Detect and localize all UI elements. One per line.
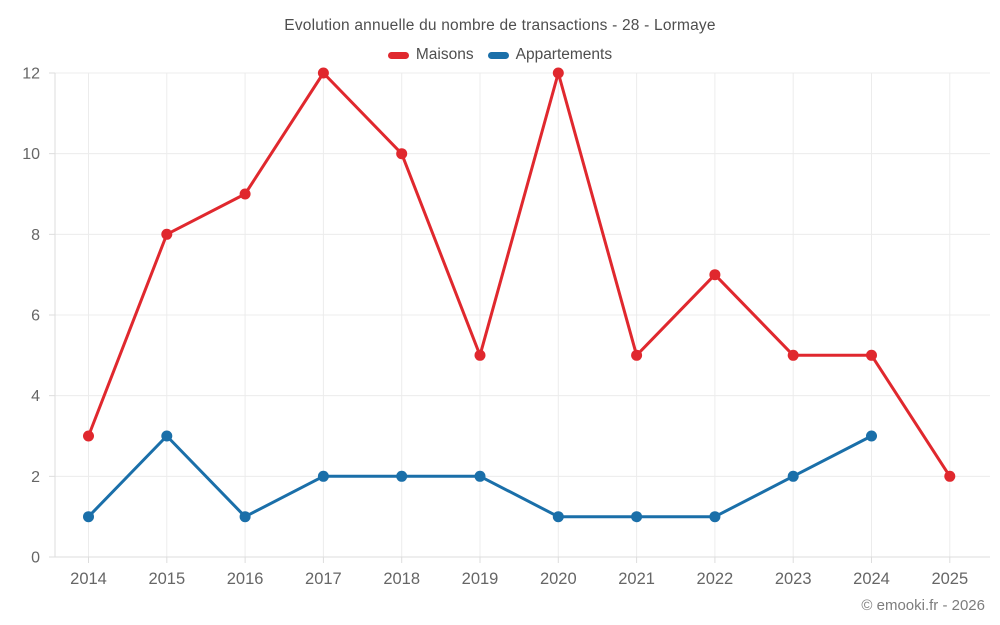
y-axis-label: 4 bbox=[31, 388, 40, 405]
x-axis-label: 2018 bbox=[383, 570, 420, 588]
data-point-appartements[interactable] bbox=[866, 430, 877, 442]
data-point-appartements[interactable] bbox=[552, 511, 564, 523]
x-axis-label: 2019 bbox=[462, 570, 499, 588]
data-point-appartements[interactable] bbox=[474, 470, 486, 482]
x-axis-label: 2014 bbox=[70, 570, 107, 588]
data-point-maisons[interactable] bbox=[161, 228, 173, 240]
data-point-maisons[interactable] bbox=[317, 67, 329, 79]
legend-label-maisons: Maisons bbox=[415, 46, 474, 63]
x-axis-label: 2021 bbox=[618, 570, 655, 588]
data-point-maisons[interactable] bbox=[709, 269, 721, 281]
data-point-appartements[interactable] bbox=[631, 511, 643, 523]
y-axis-label: 10 bbox=[22, 146, 40, 163]
data-point-maisons[interactable] bbox=[83, 430, 94, 442]
data-point-appartements[interactable] bbox=[787, 470, 799, 482]
copyright-text: © emooki.fr - 2026 bbox=[861, 597, 985, 614]
x-axis-label: 2022 bbox=[697, 570, 734, 588]
y-axis-label: 12 bbox=[22, 66, 40, 83]
legend-item-appartements[interactable]: Appartements bbox=[487, 46, 613, 64]
data-point-maisons[interactable] bbox=[866, 349, 877, 361]
x-axis-label: 2025 bbox=[931, 570, 968, 588]
x-axis-label: 2016 bbox=[227, 570, 264, 588]
maisons-series-swatch-icon bbox=[387, 51, 409, 59]
data-point-maisons[interactable] bbox=[474, 349, 486, 361]
legend-label-appartements: Appartements bbox=[515, 46, 613, 63]
appartements-series-swatch-icon bbox=[487, 51, 509, 59]
data-point-appartements[interactable] bbox=[709, 511, 721, 523]
data-point-appartements[interactable] bbox=[317, 470, 329, 482]
y-axis-label: 2 bbox=[31, 469, 40, 486]
data-point-maisons[interactable] bbox=[631, 349, 643, 361]
legend-item-maisons[interactable]: Maisons bbox=[387, 46, 474, 64]
x-axis-label: 2017 bbox=[305, 570, 342, 588]
data-point-appartements[interactable] bbox=[239, 511, 251, 523]
y-axis-label: 0 bbox=[31, 550, 40, 567]
y-axis-label: 6 bbox=[31, 308, 40, 325]
data-point-maisons[interactable] bbox=[239, 188, 251, 200]
data-point-maisons[interactable] bbox=[787, 349, 799, 361]
data-point-maisons[interactable] bbox=[944, 470, 956, 482]
data-point-appartements[interactable] bbox=[396, 470, 408, 482]
x-axis-label: 2020 bbox=[540, 570, 577, 588]
data-point-maisons[interactable] bbox=[552, 67, 564, 79]
data-point-maisons[interactable] bbox=[396, 148, 408, 160]
chart-title: Evolution annuelle du nombre de transact… bbox=[284, 17, 716, 34]
chart-legend: Maisons Appartements bbox=[0, 46, 1000, 64]
y-axis-label: 8 bbox=[31, 227, 40, 244]
x-axis-label: 2015 bbox=[148, 570, 185, 588]
x-axis-label: 2024 bbox=[853, 570, 890, 588]
data-point-appartements[interactable] bbox=[83, 511, 94, 523]
series-line-maisons bbox=[87, 71, 952, 478]
x-axis-label: 2023 bbox=[775, 570, 812, 588]
data-point-appartements[interactable] bbox=[161, 430, 173, 442]
